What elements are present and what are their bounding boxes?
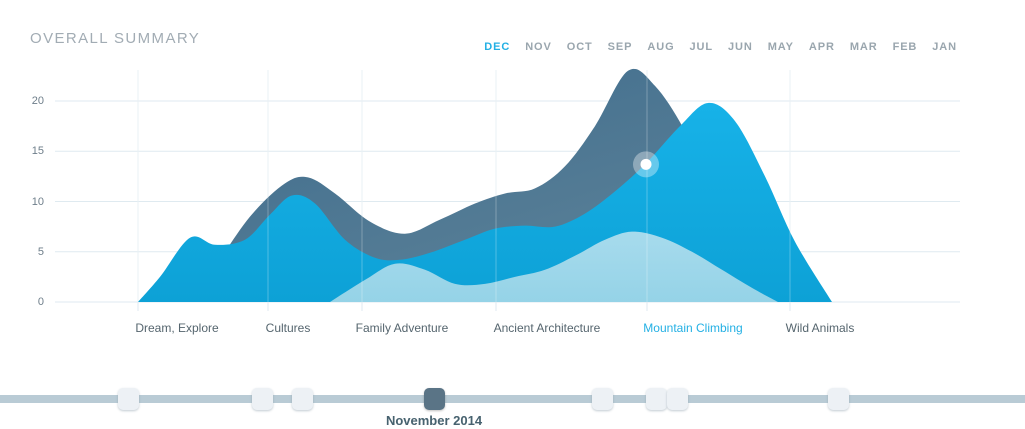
category-label-dream-explore[interactable]: Dream, Explore	[135, 321, 219, 335]
month-tab-dec[interactable]: DEC	[484, 41, 511, 53]
month-tab-jan[interactable]: JAN	[932, 41, 957, 53]
data-point-marker[interactable]	[640, 158, 652, 170]
month-tab-aug[interactable]: AUG	[647, 41, 675, 53]
timeline-handle-2[interactable]	[291, 388, 313, 410]
timeline-handle-7[interactable]	[827, 388, 849, 410]
timeline-date-label: November 2014	[385, 413, 483, 428]
month-tab-nov[interactable]: NOV	[525, 41, 552, 53]
category-label-family-adventure[interactable]: Family Adventure	[355, 321, 449, 335]
timeline-current-handle[interactable]	[423, 388, 445, 410]
month-tabs: DEC NOV OCT SEP AUG JUL JUN MAY APR MAR FEB JAN	[484, 41, 957, 53]
category-label-cultures[interactable]: Cultures	[265, 321, 311, 335]
y-axis-label-20: 20	[31, 95, 44, 107]
category-label-ancient-architecture[interactable]: Ancient Architecture	[493, 321, 601, 335]
month-tab-sep[interactable]: SEP	[607, 41, 633, 53]
timeline-handle-1[interactable]	[251, 388, 273, 410]
timeline-handle-5[interactable]	[645, 388, 667, 410]
month-tab-jul[interactable]: JUL	[689, 41, 714, 53]
series-light-area	[330, 231, 778, 302]
y-axis-label-0: 0	[37, 296, 44, 308]
y-axis-label-10: 10	[31, 195, 44, 208]
area-chart	[55, 68, 960, 311]
y-axis-label-15: 15	[31, 145, 44, 158]
month-tab-apr[interactable]: APR	[808, 41, 835, 53]
y-axis-label-5: 5	[37, 245, 44, 258]
category-label-mountain-climbing[interactable]: Mountain Climbing	[643, 321, 743, 335]
timeline-handle-0[interactable]	[117, 388, 139, 410]
month-tab-may[interactable]: MAY	[767, 41, 794, 53]
timeline-handle-6[interactable]	[666, 388, 688, 410]
month-tab-jun[interactable]: JUN	[728, 41, 753, 53]
month-tab-feb[interactable]: FEB	[892, 41, 918, 53]
category-label-wild-animals[interactable]: Wild Animals	[785, 321, 855, 335]
month-tab-oct[interactable]: OCT	[566, 41, 593, 53]
month-tab-mar[interactable]: MAR	[849, 41, 878, 53]
timeline-bar[interactable]	[0, 395, 1025, 403]
page-title: OVERALL SUMMARY	[30, 30, 201, 47]
timeline-handle-4[interactable]	[591, 388, 613, 410]
